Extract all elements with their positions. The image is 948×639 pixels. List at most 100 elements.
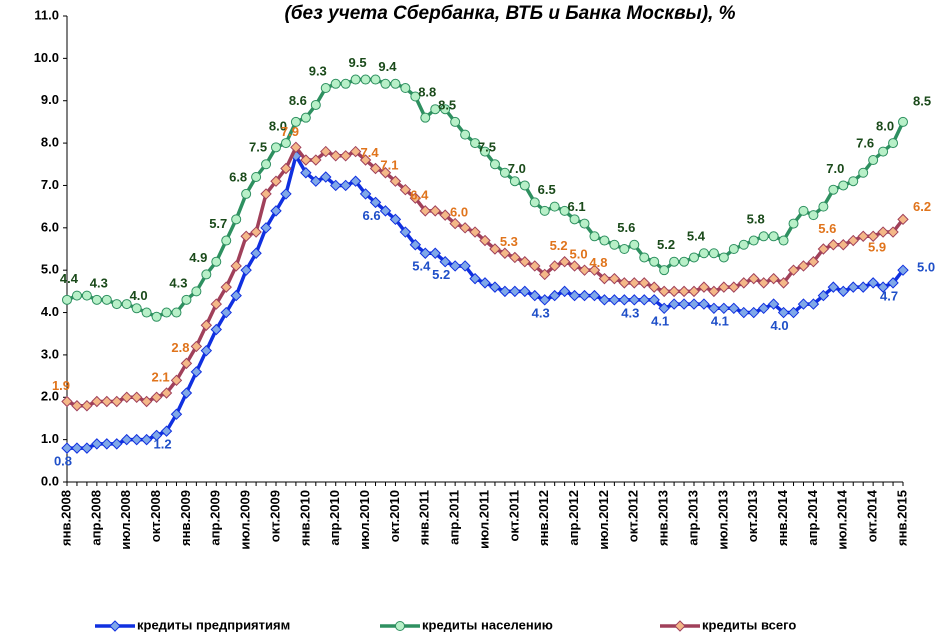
data-label: 4.3 xyxy=(532,305,550,320)
marker xyxy=(470,138,481,149)
x-tick-label: июл.2013 xyxy=(715,490,730,550)
marker xyxy=(180,357,193,370)
marker xyxy=(210,323,222,336)
x-tick-label: окт.2009 xyxy=(267,490,282,542)
data-label: 5.9 xyxy=(868,239,886,254)
marker xyxy=(230,289,242,302)
data-label: 4.7 xyxy=(880,288,898,303)
marker xyxy=(280,188,292,200)
marker xyxy=(310,99,321,110)
x-tick-label: янв.2009 xyxy=(178,490,193,546)
data-label: 4.3 xyxy=(621,305,639,320)
marker xyxy=(380,78,391,89)
marker xyxy=(897,264,909,276)
legend-label: кредиты населению xyxy=(422,617,553,632)
data-label: 5.7 xyxy=(209,216,227,231)
marker xyxy=(220,306,232,319)
data-label: 9.3 xyxy=(309,63,327,78)
marker xyxy=(131,303,142,314)
marker xyxy=(648,281,660,293)
marker xyxy=(529,289,541,302)
marker xyxy=(539,294,551,306)
marker xyxy=(91,395,103,408)
marker xyxy=(339,179,352,192)
marker xyxy=(489,159,500,170)
marker xyxy=(738,306,750,319)
marker xyxy=(718,302,730,315)
marker xyxy=(230,260,242,272)
marker xyxy=(330,179,342,192)
marker xyxy=(858,167,869,178)
x-tick-label: июл.2012 xyxy=(596,490,611,550)
x-tick-label: июл.2014 xyxy=(835,489,850,549)
marker xyxy=(359,188,372,200)
marker xyxy=(827,239,840,251)
marker xyxy=(529,197,540,208)
marker xyxy=(101,294,112,305)
marker xyxy=(71,290,82,301)
data-label: 4.3 xyxy=(90,275,108,290)
marker xyxy=(140,433,153,446)
marker xyxy=(689,252,699,263)
data-label: 7.6 xyxy=(856,135,874,150)
marker xyxy=(668,285,680,298)
marker xyxy=(369,162,382,175)
marker xyxy=(91,438,103,450)
marker xyxy=(429,247,441,259)
x-tick-label: янв.2015 xyxy=(894,490,909,546)
x-tick-label: апр.2008 xyxy=(88,490,103,546)
marker xyxy=(708,248,719,259)
marker xyxy=(499,247,511,259)
series xyxy=(61,150,909,454)
legend-label: кредиты предприятиям xyxy=(137,617,290,632)
marker xyxy=(828,184,839,195)
marker xyxy=(409,192,422,204)
marker xyxy=(568,289,581,302)
marker xyxy=(837,239,849,251)
data-label: 4.8 xyxy=(589,255,607,270)
data-label: 6.6 xyxy=(362,208,380,223)
data-label: 7.0 xyxy=(508,161,526,176)
data-label: 9.5 xyxy=(349,55,367,70)
marker xyxy=(738,277,750,289)
marker xyxy=(111,438,123,450)
marker xyxy=(748,306,760,319)
marker xyxy=(449,260,461,272)
marker xyxy=(558,285,571,298)
marker xyxy=(71,442,83,454)
data-label: 5.0 xyxy=(917,260,935,275)
marker xyxy=(349,145,362,158)
marker xyxy=(638,277,650,289)
marker xyxy=(101,438,113,450)
data-label: 5.4 xyxy=(412,259,431,274)
marker xyxy=(548,260,561,272)
marker xyxy=(389,213,402,226)
marker xyxy=(429,205,441,217)
marker xyxy=(708,285,720,298)
marker xyxy=(360,74,371,85)
marker xyxy=(768,231,779,242)
x-tick-label: апр.2011 xyxy=(447,490,462,545)
data-label: 6.8 xyxy=(229,169,247,184)
marker xyxy=(539,268,551,281)
x-tick-label: янв.2010 xyxy=(297,490,312,546)
marker xyxy=(807,298,820,310)
marker xyxy=(439,209,451,221)
marker xyxy=(210,298,222,310)
marker xyxy=(400,83,411,94)
marker xyxy=(857,281,869,293)
marker xyxy=(420,112,431,123)
marker xyxy=(180,387,193,399)
marker xyxy=(241,188,252,199)
marker xyxy=(659,265,670,276)
x-tick-label: июл.2010 xyxy=(357,490,372,550)
data-label: 9.4 xyxy=(378,59,397,74)
data-label: 7.9 xyxy=(281,124,299,139)
data-label: 8.0 xyxy=(876,119,894,134)
x-tick-label: апр.2012 xyxy=(566,490,581,546)
data-label: 5.3 xyxy=(500,234,518,249)
marker xyxy=(270,175,282,187)
data-label: 1.9 xyxy=(52,378,70,393)
marker xyxy=(887,277,899,289)
marker xyxy=(339,150,352,162)
